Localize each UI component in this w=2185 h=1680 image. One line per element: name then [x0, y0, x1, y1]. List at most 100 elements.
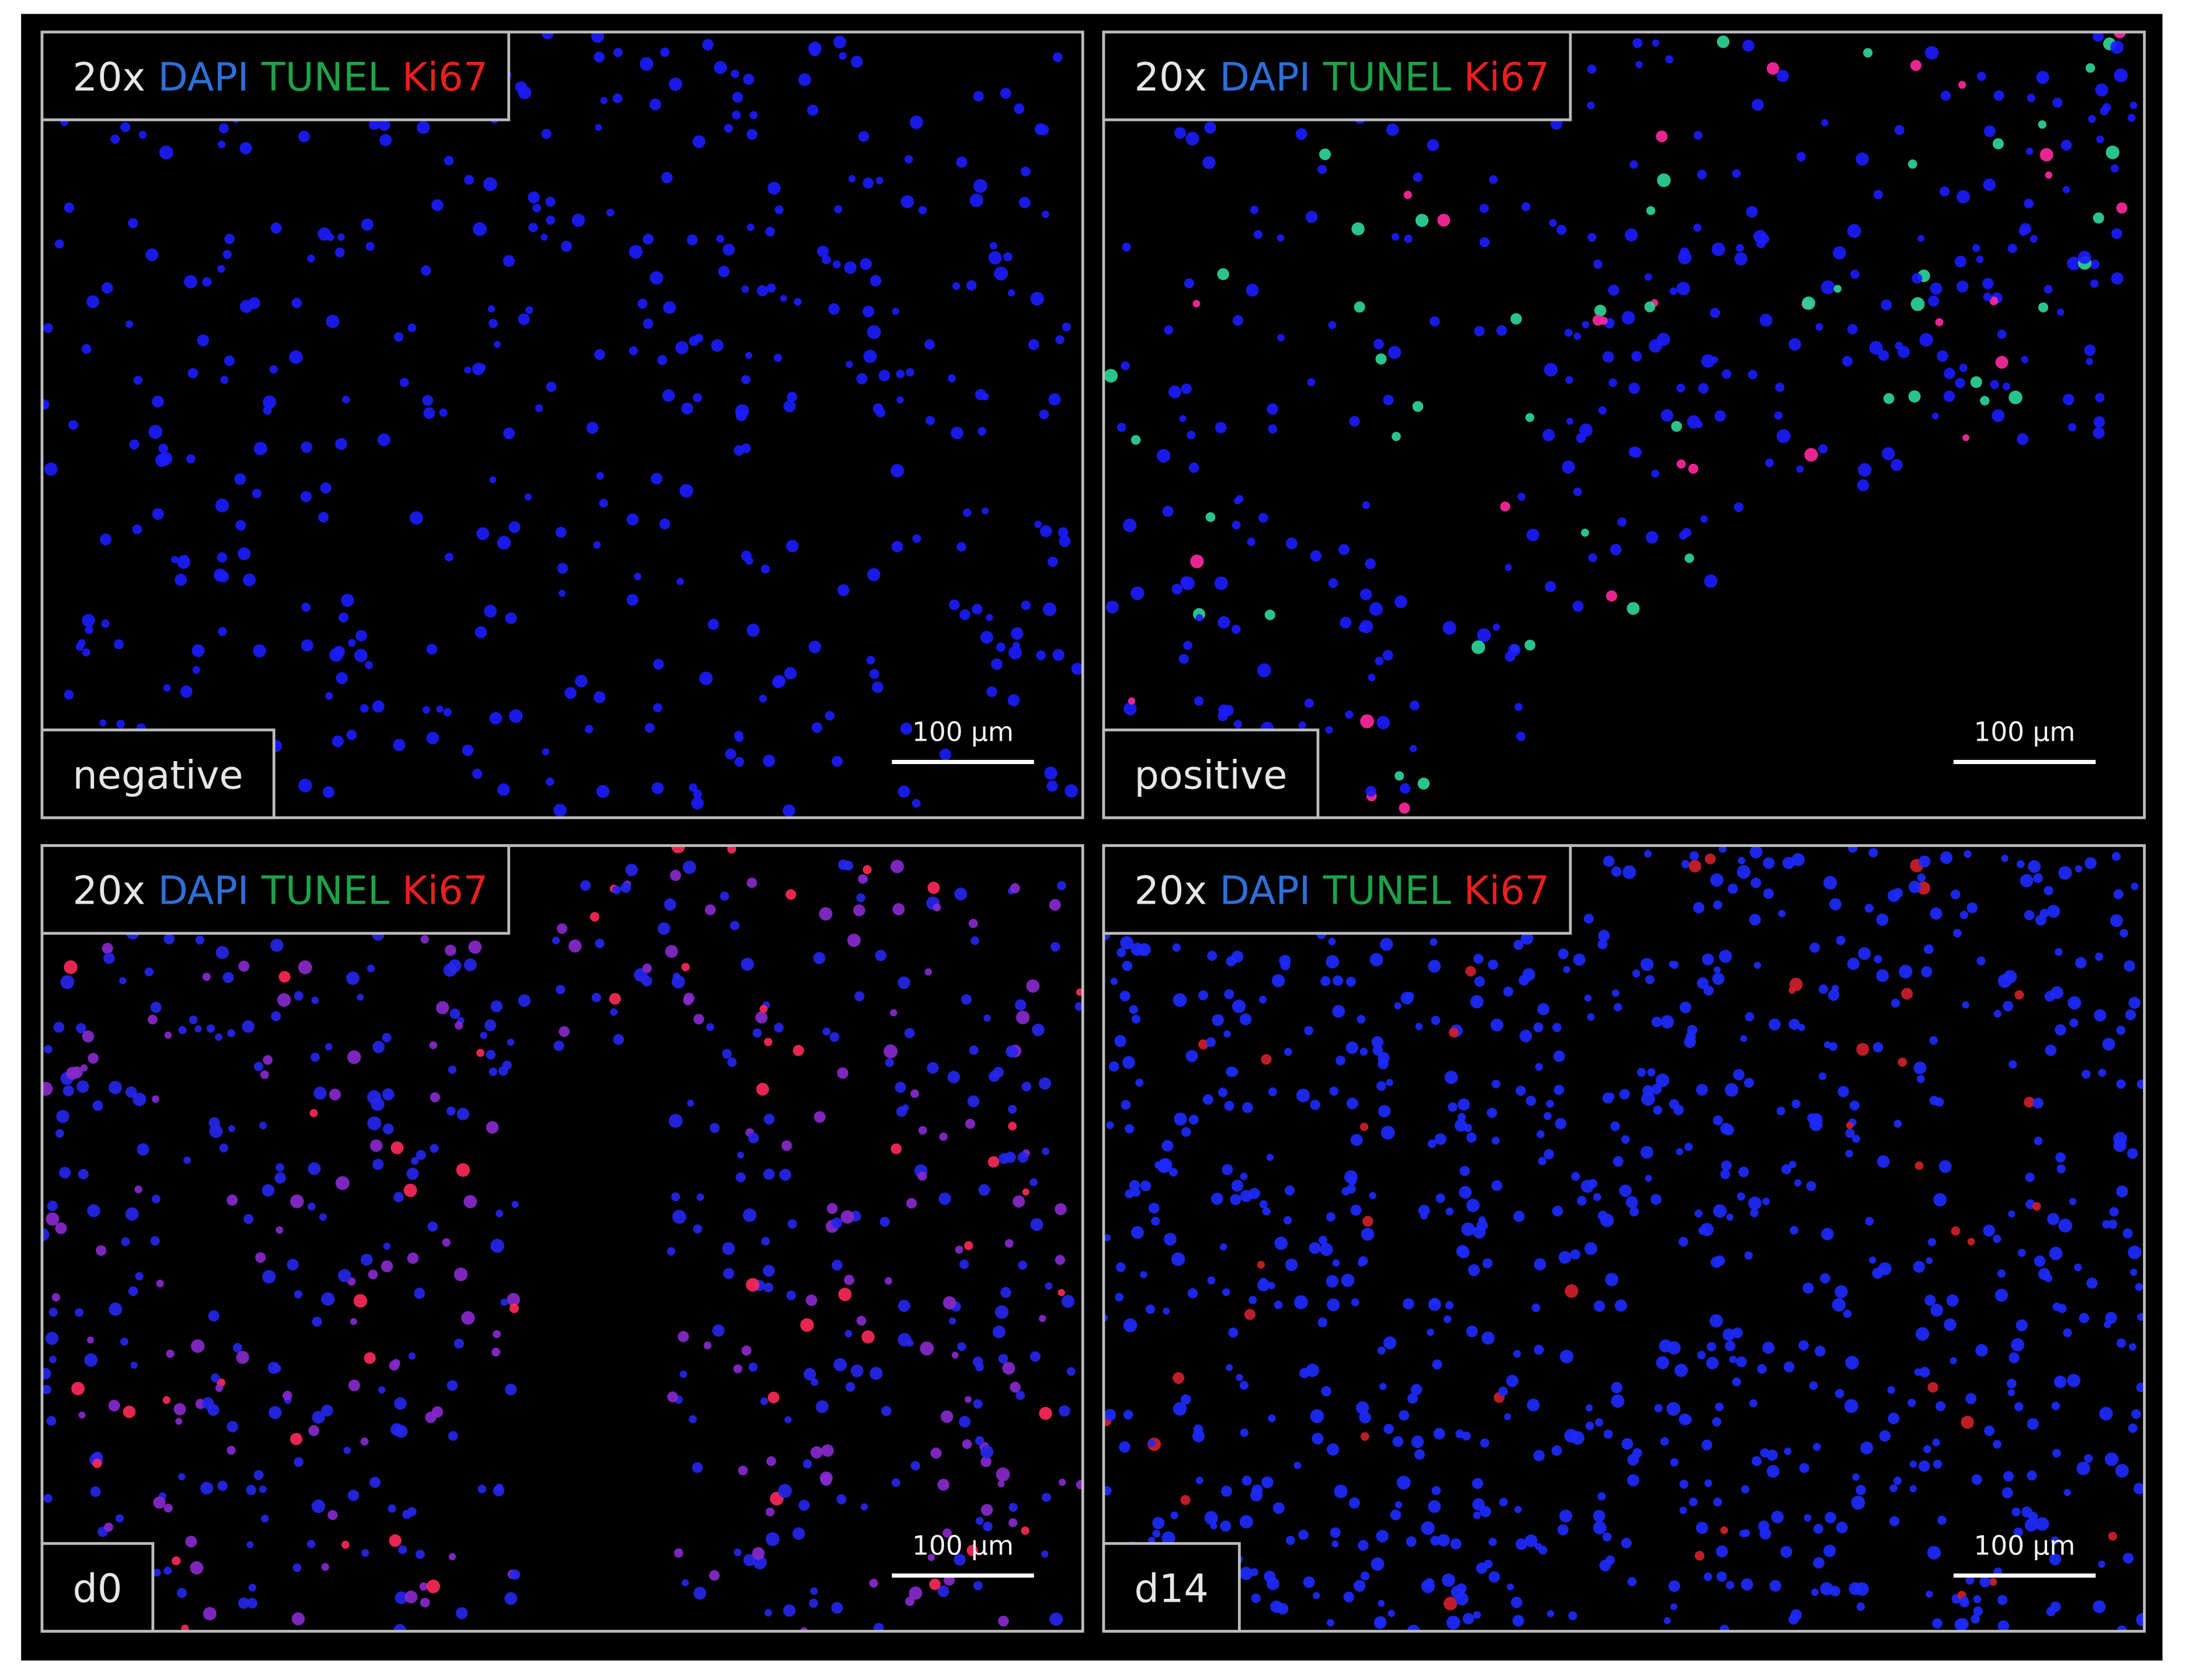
nucleus	[844, 1330, 852, 1338]
nucleus	[1533, 1022, 1544, 1033]
nucleus	[1188, 462, 1199, 473]
nucleus	[1535, 1063, 1543, 1071]
nucleus	[2017, 433, 2029, 445]
nucleus	[518, 994, 531, 1007]
nucleus	[671, 845, 685, 853]
nucleus	[1804, 447, 1818, 462]
nucleus	[743, 74, 754, 85]
nucleus	[430, 1092, 441, 1103]
nucleus	[1687, 1025, 1698, 1036]
nucleus	[1973, 1595, 1982, 1603]
nucleus	[338, 612, 349, 623]
nucleus	[1240, 1172, 1248, 1181]
nucleus	[1847, 957, 1860, 970]
nucleus	[1782, 856, 1795, 869]
nucleus	[892, 903, 905, 916]
nucleus	[1119, 991, 1130, 1002]
nucleus	[807, 105, 818, 116]
nucleus	[1877, 1155, 1890, 1168]
panel-border	[1102, 844, 2146, 1633]
nucleus	[765, 1507, 775, 1517]
nucleus	[778, 1484, 792, 1498]
nucleus	[1525, 413, 1535, 422]
nucleus	[2124, 960, 2135, 972]
nucleus	[1360, 714, 1374, 728]
nucleus	[542, 32, 554, 40]
nucleus	[906, 1197, 917, 1209]
nucleus	[1018, 1260, 1028, 1270]
nucleus	[1317, 1317, 1328, 1328]
nucleus	[1640, 957, 1654, 971]
nucleus	[259, 1122, 267, 1130]
nucleus	[1328, 321, 1337, 329]
nucleus	[1331, 1540, 1339, 1548]
nucleus	[2028, 1512, 2038, 1522]
nucleus	[1914, 1368, 1922, 1376]
nucleus	[439, 408, 448, 417]
nucleus	[1919, 1366, 1930, 1378]
nucleus	[2003, 970, 2017, 984]
nucleus	[1572, 601, 1584, 612]
nucleus	[2116, 1025, 2126, 1035]
nucleus	[1431, 1485, 1441, 1495]
nucleus	[1888, 1412, 1900, 1425]
nucleus	[1825, 1512, 1836, 1523]
nucleus	[1749, 1399, 1757, 1408]
nucleus	[2025, 1172, 2035, 1182]
nucleus	[2110, 914, 2123, 928]
nucleus	[782, 804, 796, 817]
nucleus	[1253, 230, 1263, 239]
nucleus	[747, 877, 757, 888]
nucleus	[1534, 1344, 1544, 1355]
nucleus	[906, 1339, 914, 1347]
nucleus	[381, 1260, 393, 1272]
nucleus	[1194, 696, 1204, 706]
nucleus	[1587, 232, 1597, 242]
nucleus	[78, 1411, 86, 1419]
nucleus	[1261, 1054, 1272, 1065]
nucleus	[1268, 424, 1278, 434]
nucleus	[1421, 1521, 1435, 1535]
nucleus	[456, 1607, 468, 1619]
nucleus	[1272, 1502, 1285, 1514]
nucleus	[620, 882, 632, 893]
nucleus	[1715, 1403, 1724, 1411]
nucleus	[1032, 1023, 1045, 1036]
nucleus	[1919, 332, 1933, 347]
nucleus	[1913, 1261, 1925, 1273]
nucleus	[1720, 1526, 1728, 1535]
nucleus	[1612, 989, 1619, 997]
nucleus	[1552, 1205, 1563, 1217]
nucleus	[1818, 1072, 1827, 1081]
nucleus	[689, 783, 698, 792]
nucleus	[671, 1192, 681, 1202]
nucleus	[321, 1292, 335, 1306]
nucleus	[1737, 856, 1746, 865]
nucleus	[1647, 1068, 1656, 1077]
nucleus	[897, 976, 911, 989]
nucleus	[822, 1027, 831, 1036]
nucleus	[845, 360, 853, 369]
nucleus	[120, 122, 131, 133]
nucleus	[810, 1446, 823, 1459]
nucleus	[128, 1286, 138, 1296]
nucleus	[1039, 1407, 1052, 1420]
nucleus	[683, 995, 693, 1006]
nucleus	[1929, 1036, 1938, 1045]
nucleus	[1640, 1146, 1653, 1159]
nucleus	[838, 52, 847, 60]
nucleus	[1944, 1318, 1957, 1331]
nucleus	[980, 1456, 992, 1467]
nucleus	[1140, 1271, 1147, 1279]
nucleus	[178, 1473, 186, 1481]
nucleus	[1983, 292, 1992, 301]
nucleus	[693, 789, 702, 799]
nucleus	[1233, 720, 1243, 728]
nucleus	[1841, 356, 1853, 367]
nucleus	[2101, 1220, 2111, 1229]
nucleus	[1909, 1460, 1917, 1468]
nucleus	[503, 427, 515, 439]
nucleus	[247, 1598, 258, 1609]
nucleus	[298, 130, 310, 143]
nucleus	[927, 1553, 935, 1561]
